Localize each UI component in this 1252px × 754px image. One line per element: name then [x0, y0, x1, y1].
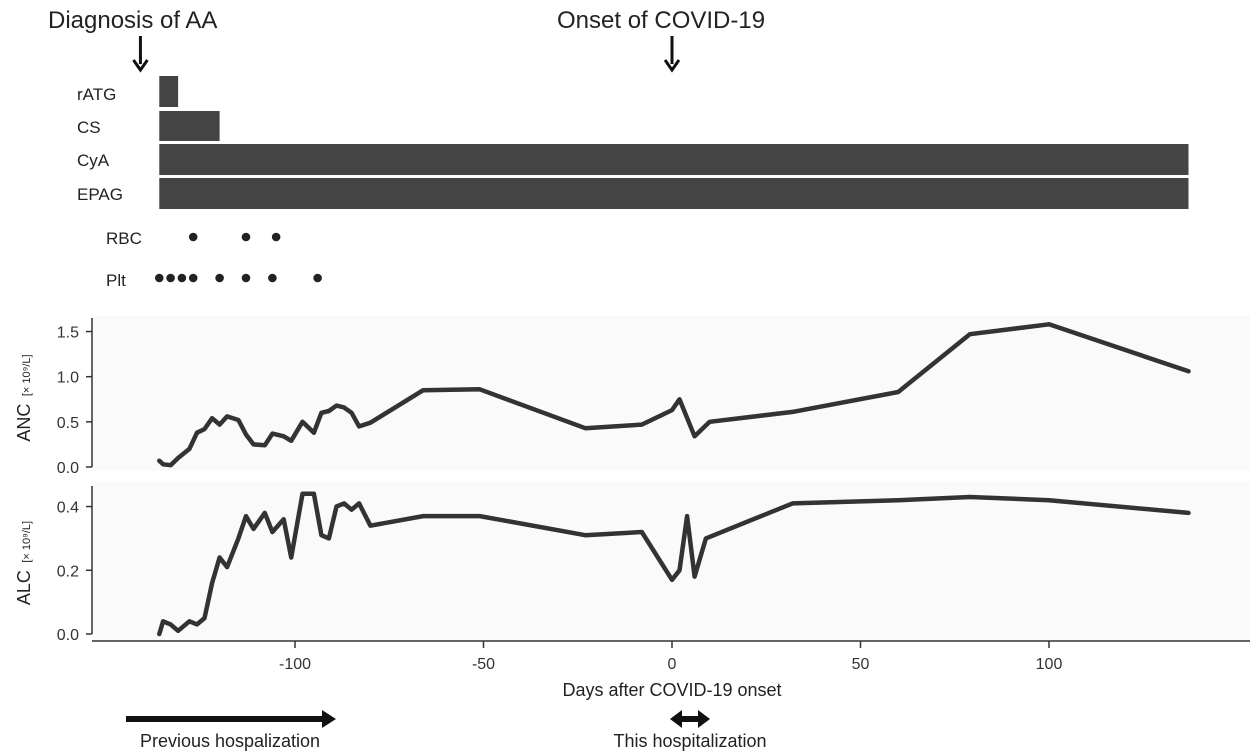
treatment-bar-epag [159, 178, 1189, 209]
anc-axis-title-main: ANC [14, 404, 34, 442]
diagnosis-arrow [132, 36, 149, 73]
plt-transfusion-dot [313, 273, 322, 283]
this-hospitalization-arrowhead-right [698, 710, 710, 728]
x-tick-label: 50 [852, 656, 870, 673]
rbc-label: RBC [106, 229, 142, 248]
treatment-label-cya: CyA [77, 151, 110, 170]
x-axis: -100 -50 0 50 100 [92, 640, 1250, 673]
alc-axis-title-main: ALC [14, 570, 34, 605]
previous-hospitalization-label: Previous hospalization [140, 731, 320, 751]
x-tick-label: -100 [279, 656, 311, 673]
alc-panel: 0.0 0.2 0.4 [57, 486, 1191, 644]
previous-hospitalization-arrowhead [322, 710, 336, 728]
treatment-bars [159, 76, 1189, 209]
plt-transfusion-dot [154, 273, 164, 283]
plt-transfusion-dot [188, 273, 198, 283]
treatment-label-ratg: rATG [77, 85, 116, 104]
treatment-bar-cya [159, 144, 1189, 175]
anc-y-tick-label: 0.0 [57, 460, 79, 477]
alc-y-tick-label: 0.4 [57, 500, 79, 517]
x-axis-title: Days after COVID-19 onset [562, 680, 781, 700]
x-tick-label: -50 [472, 656, 495, 673]
anc-series-line [157, 322, 1191, 468]
rbc-transfusion-dot [271, 232, 281, 242]
diagnosis-annotation: Diagnosis of AA [48, 7, 217, 34]
plt-transfusion-dot [241, 273, 251, 283]
alc-axis-title: ALC [× 10⁹/L] [14, 521, 34, 605]
anc-y-tick-label: 1.0 [57, 370, 79, 387]
anc-panel-bg [92, 316, 1250, 471]
this-hospitalization-label: This hospitalization [613, 731, 766, 751]
this-hospitalization-arrowhead-left [670, 710, 682, 728]
plt-transfusion-dot [215, 273, 224, 283]
rbc-transfusion-dot [241, 232, 251, 242]
svg-text:ALC [× 10⁹/L]: ALC [× 10⁹/L] [14, 521, 34, 605]
svg-text:ANC [× 10⁹/L]: ANC [× 10⁹/L] [14, 354, 34, 441]
treatment-label-epag: EPAG [77, 185, 123, 204]
treatment-bar-ratg [159, 76, 179, 107]
hospitalization-arrows [126, 710, 710, 728]
anc-y-tick-label: 0.5 [57, 415, 79, 432]
onset-arrow [663, 36, 681, 73]
treatment-label-cs: CS [77, 118, 101, 137]
alc-panel-bg [92, 481, 1250, 641]
anc-axis-title-unit: [× 10⁹/L] [21, 354, 33, 396]
alc-y-tick-label: 0.2 [57, 563, 79, 580]
plt-label: Plt [106, 271, 126, 290]
alc-y-tick-label: 0.0 [57, 627, 79, 644]
anc-panel: 0.0 0.5 1.0 1.5 [57, 318, 1191, 477]
alc-axis-title-unit: [× 10⁹/L] [21, 521, 33, 563]
alc-series-line [157, 491, 1191, 637]
plt-transfusion-dot [166, 273, 175, 283]
plt-transfusion-dot [177, 273, 187, 283]
x-tick-label: 100 [1036, 656, 1063, 673]
anc-axis-title: ANC [× 10⁹/L] [14, 354, 34, 441]
x-tick-label: 0 [668, 656, 677, 673]
transfusion-dots [154, 232, 322, 283]
onset-annotation: Onset of COVID-19 [557, 7, 765, 34]
plt-transfusion-dot [268, 273, 277, 283]
rbc-transfusion-dot [188, 232, 198, 242]
anc-y-tick-label: 1.5 [57, 325, 79, 342]
treatment-bar-cs [159, 111, 220, 141]
